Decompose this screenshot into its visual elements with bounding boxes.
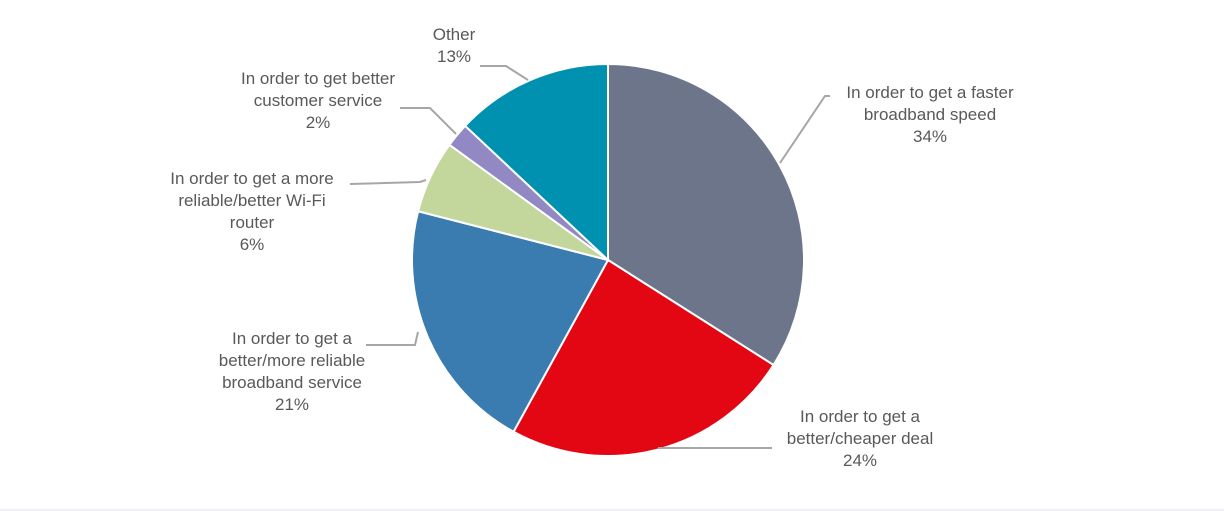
leader-line-4	[349, 179, 427, 185]
slice-label-1: In order to get a faster broadband speed	[846, 83, 1014, 124]
slice-value-label-3: 21%	[275, 395, 309, 414]
leader-line-5	[400, 107, 457, 135]
pie-slice-6	[463, 62, 609, 263]
slice-label-6: Other	[433, 25, 476, 44]
pie-slice-3	[411, 210, 610, 434]
leader-line-1	[779, 95, 830, 164]
slice-value-label-6: 13%	[437, 47, 471, 66]
slice-label-3: In order to get a better/more reliable bro…	[219, 329, 365, 392]
pie-slice-1	[607, 62, 805, 367]
slice-value-label-5: 2%	[306, 113, 331, 132]
pie-slice-2	[512, 258, 775, 457]
slice-value-label-1: 34%	[913, 127, 947, 146]
slice-label-5: In order to get better customer service	[241, 69, 395, 110]
leader-line-3	[366, 331, 419, 346]
slice-value-label-4: 6%	[240, 235, 265, 254]
slice-value-label-2: 24%	[843, 451, 877, 470]
slice-label-4: In order to get a more reliable/better Wi…	[170, 169, 333, 232]
slice-label-2: In order to get a better/cheaper deal	[787, 407, 934, 448]
leader-line-6	[480, 65, 529, 81]
